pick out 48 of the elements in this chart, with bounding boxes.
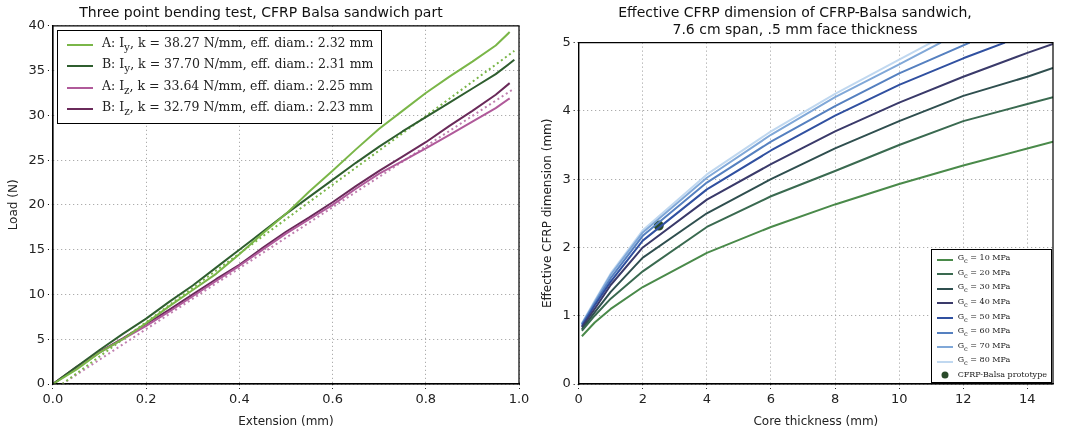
- y-axis-title: Effective CFRP dimension (mm): [540, 118, 555, 309]
- y-tick-label: 0: [36, 375, 45, 391]
- y-tick-label: 3: [562, 170, 571, 186]
- y-tick-label: 5: [36, 330, 45, 346]
- legend-label: B: I$_{y}$, k = 37.70 N/mm, eff. diam.: 2.31 mm: [101, 55, 374, 76]
- legend-label: G$_{c}$ = 30 MPa: [957, 281, 1011, 297]
- chart-title: Three point bending test, CFRP Balsa sandwich part: [78, 4, 444, 21]
- x-axis-title: Core thickness (mm): [753, 413, 879, 428]
- x-tick-label: 6: [766, 391, 776, 407]
- legend-label: G$_{c}$ = 20 MPa: [957, 266, 1011, 282]
- x-tick-label: 1.0: [508, 391, 530, 407]
- legend-label: A: I$_{z}$, k = 33.64 N/mm, eff. diam.: 2.25 mm: [101, 76, 373, 98]
- x-tick-label: 0.4: [229, 391, 250, 407]
- legend-label: G$_{c}$ = 80 MPa: [957, 354, 1011, 369]
- legend-label: G$_{c}$ = 60 MPa: [957, 325, 1011, 340]
- y-tick-label: 0: [562, 375, 571, 391]
- y-tick-label: 35: [28, 61, 45, 77]
- x-tick-label: 2: [638, 391, 647, 407]
- y-tick-label: 20: [28, 196, 45, 212]
- y-tick-label: 25: [28, 151, 45, 167]
- x-tick-label: 0.0: [42, 391, 64, 407]
- y-tick-label: 15: [28, 241, 45, 257]
- legend-label: G$_{c}$ = 70 MPa: [957, 339, 1011, 355]
- legend-label: G$_{c}$ = 40 MPa: [957, 296, 1011, 311]
- legend-label: A: I$_{y}$, k = 38.27 N/mm, eff. diam.: 2.32 mm: [101, 33, 374, 55]
- legend-label: G$_{c}$ = 50 MPa: [957, 310, 1011, 326]
- y-tick-label: 2: [562, 238, 571, 254]
- x-tick-label: 12: [954, 391, 972, 407]
- x-axis-title: Extension (mm): [238, 413, 334, 428]
- y-tick-label: 4: [562, 102, 571, 118]
- x-tick-label: 0.8: [415, 391, 437, 407]
- legend-label: CFRP-Balsa prototype: [957, 369, 1047, 380]
- x-tick-label: 14: [1019, 391, 1036, 407]
- y-tick-label: 5: [562, 33, 571, 49]
- x-tick-label: 0.6: [322, 391, 343, 407]
- y-tick-label: 40: [28, 17, 45, 33]
- y-tick-label: 10: [28, 285, 45, 301]
- y-axis-title: Load (N): [6, 179, 21, 231]
- legend-label: G$_{c}$ = 10 MPa: [957, 252, 1011, 267]
- x-tick-label: 10: [890, 391, 908, 407]
- x-tick-label: 8: [830, 391, 840, 407]
- x-tick-label: 4: [702, 391, 712, 407]
- y-tick-label: 30: [28, 106, 45, 122]
- x-tick-label: 0: [574, 391, 583, 407]
- legend-label: B: I$_{z}$, k = 32.79 N/mm, eff. diam.: 2.23 mm: [101, 98, 373, 119]
- chart-title: Effective CFRP dimension of CFRP-Balsa sandwich, 7.6 cm span, .5 mm face thickness: [618, 4, 972, 37]
- y-tick-label: 1: [562, 307, 571, 323]
- x-tick-label: 0.2: [135, 391, 157, 407]
